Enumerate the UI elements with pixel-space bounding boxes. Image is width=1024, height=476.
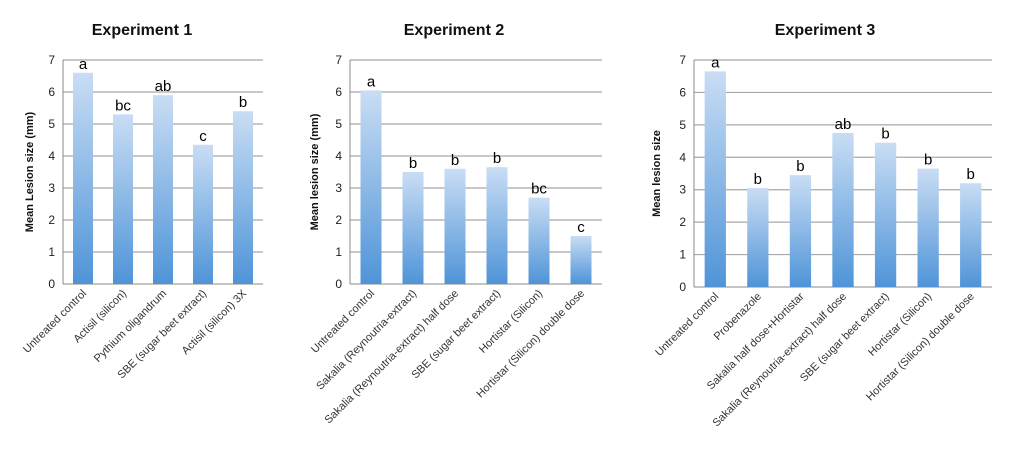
y-tick-label: 5 [335,117,342,131]
y-tick-label: 5 [679,118,686,132]
data-label: b [754,171,762,188]
data-label: c [577,219,585,236]
data-label: b [493,150,501,167]
chart-title: Experiment 3 [775,22,876,39]
data-label: b [796,158,804,175]
chart-2: Experiment 2 Mean lesion size (mm) 0 1 2 3 4 5 6… [309,22,602,426]
bar [747,188,769,287]
bar [789,175,812,287]
y-tick-label: 2 [679,215,686,229]
data-label: bc [531,181,547,198]
bar [360,90,382,285]
bar [917,168,939,287]
data-label: b [239,94,247,111]
y-tick-label: 1 [679,248,686,262]
y-tick-label: 4 [335,149,342,163]
bar [444,168,466,284]
data-label: b [924,152,932,169]
y-tick-label: 7 [48,53,55,67]
data-label: a [711,54,720,71]
y-tick-label: 4 [679,150,686,164]
chart-title: Experiment 1 [92,22,193,39]
y-tick-label: 1 [48,245,55,259]
bar [704,71,726,287]
bar [874,142,897,287]
data-label: b [451,152,459,169]
y-tick-label: 3 [48,181,55,195]
y-tick-label: 2 [48,213,55,227]
bar [832,132,854,287]
bar [402,172,424,284]
y-tick-label: 1 [335,245,342,259]
chart-1: Experiment 1 Mean Lesion size (mm) 0 1 2 3 4 5 6… [21,22,263,381]
y-axis-label: Mean lesion size [651,130,663,217]
bar [233,111,253,284]
chart-3: Experiment 3 Mean lesion size 0 1 2 3 4 5 6 7 a Unt… [651,22,992,429]
y-tick-label: 6 [679,85,686,99]
y-tick-label: 4 [48,149,55,163]
bar [113,114,133,285]
y-tick-label: 7 [679,53,686,67]
bar [73,72,93,284]
data-label: c [199,128,207,145]
bar [570,236,592,284]
data-label: ab [835,116,852,133]
bar [960,183,982,287]
chart-title: Experiment 2 [404,22,505,39]
y-tick-label: 0 [48,277,55,291]
y-tick-label: 0 [679,280,686,294]
bar [153,95,173,284]
y-axis-label: Mean Lesion size (mm) [24,111,36,232]
bar [193,144,213,284]
y-tick-label: 5 [48,117,55,131]
x-tick-label: Untreated control [653,291,721,359]
data-label: a [367,73,376,90]
y-tick-label: 7 [335,53,342,67]
y-tick-label: 3 [679,183,686,197]
bar [528,197,550,284]
data-label: b [881,126,889,143]
y-tick-label: 0 [335,277,342,291]
y-tick-label: 6 [335,85,342,99]
data-label: bc [115,97,131,114]
data-label: a [79,56,88,73]
x-tick-label: Pythium oligandrum [92,288,169,365]
data-label: b [967,166,975,183]
y-tick-label: 3 [335,181,342,195]
y-tick-label: 2 [335,213,342,227]
data-label: b [409,155,417,172]
y-tick-label: 6 [48,85,55,99]
bar [486,167,508,284]
y-axis-label: Mean lesion size (mm) [309,113,321,230]
data-label: ab [155,78,172,95]
